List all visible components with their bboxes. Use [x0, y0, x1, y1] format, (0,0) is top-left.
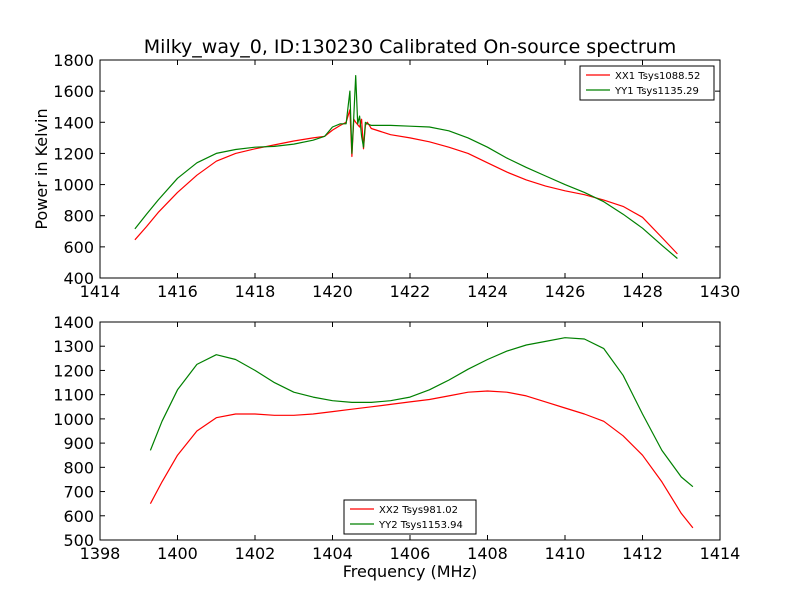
top-plot: 1414 1416 1418 1420 1422 1424 1426 1428 1430 400 6… — [53, 51, 740, 301]
bottom-plot-x-tick-label: 1404 — [312, 544, 353, 563]
top-y-axis-label: Power in Kelvin — [32, 108, 51, 229]
bottom-x-axis-label: Frequency (MHz) — [343, 562, 477, 581]
figure-title: Milky_way_0, ID:130230 Calibrated On-sou… — [144, 36, 676, 58]
bottom-plot-x-tick-label: 1414 — [700, 544, 741, 563]
bottom-plot: 1398 1400 1402 1404 1406 1408 1410 1412 1414 500 6… — [53, 313, 740, 563]
bottom-plot-x-tick-label: 1398 — [80, 544, 121, 563]
top-plot-x-tick-label: 1430 — [700, 282, 741, 301]
top-plot-y-tick-label: 800 — [63, 207, 94, 226]
top-plot-legend-label-1: YY1 Tsys1135.29 — [614, 86, 699, 97]
bottom-plot-x-tick-label: 1410 — [545, 544, 586, 563]
bottom-plot-y-tick-label: 900 — [63, 434, 94, 453]
bottom-plot-y-tick-label: 700 — [63, 483, 94, 502]
bottom-plot-legend-box — [343, 499, 477, 535]
bottom-plot-y-tick-label: 1000 — [53, 410, 94, 429]
top-plot-y-tick-label: 400 — [63, 269, 94, 288]
bottom-plot-y-tick-label: 1100 — [53, 386, 94, 405]
top-plot-y-tick-label: 1400 — [53, 113, 94, 132]
top-plot-x-tick-label: 1422 — [390, 282, 431, 301]
top-plot-x-tick-label: 1418 — [235, 282, 276, 301]
bottom-plot-y-tick-label: 1200 — [53, 361, 94, 380]
bottom-plot-x-tick-label: 1412 — [622, 544, 663, 563]
top-plot-y-tick-label: 1600 — [53, 82, 94, 101]
bottom-plot-y-tick-label: 1400 — [53, 313, 94, 332]
top-plot-y-tick-label: 1200 — [53, 144, 94, 163]
bottom-plot-legend: XX2 Tsys981.02 YY2 Tsys1153.94 — [343, 499, 477, 535]
bottom-plot-series-line-1 — [149, 337, 694, 488]
top-plot-y-tick-label: 600 — [63, 238, 94, 257]
bottom-plot-x-tick-label: 1408 — [467, 544, 508, 563]
top-plot-x-tick-label: 1424 — [467, 282, 508, 301]
top-plot-x-tick-label: 1414 — [80, 282, 121, 301]
top-plot-y-tick-label: 1800 — [53, 51, 94, 70]
bottom-plot-legend-label-1: YY2 Tsys1153.94 — [378, 520, 463, 531]
bottom-plot-series-line-0 — [149, 390, 694, 529]
top-plot-series-line-0 — [134, 109, 678, 255]
top-plot-y-tick-label: 1000 — [53, 176, 94, 195]
bottom-plot-y-tick-label: 1300 — [53, 337, 94, 356]
top-plot-x-tick-label: 1426 — [545, 282, 586, 301]
top-plot-series-line-1 — [134, 74, 678, 259]
bottom-plot-x-tick-label: 1400 — [157, 544, 198, 563]
top-plot-legend: XX1 Tsys1088.52 YY1 Tsys1135.29 — [579, 65, 715, 101]
top-plot-x-tick-label: 1428 — [622, 282, 663, 301]
bottom-plot-x-tick-label: 1406 — [390, 544, 431, 563]
top-plot-x-tick-label: 1416 — [157, 282, 198, 301]
bottom-plot-y-tick-label: 500 — [63, 531, 94, 550]
bottom-plot-y-tick-label: 600 — [63, 507, 94, 526]
bottom-plot-x-tick-label: 1402 — [235, 544, 276, 563]
bottom-plot-y-tick-label: 800 — [63, 458, 94, 477]
top-plot-legend-box — [579, 65, 715, 101]
bottom-plot-legend-label-0: XX2 Tsys981.02 — [379, 505, 458, 516]
top-plot-x-tick-label: 1420 — [312, 282, 353, 301]
top-plot-legend-label-0: XX1 Tsys1088.52 — [615, 71, 700, 82]
